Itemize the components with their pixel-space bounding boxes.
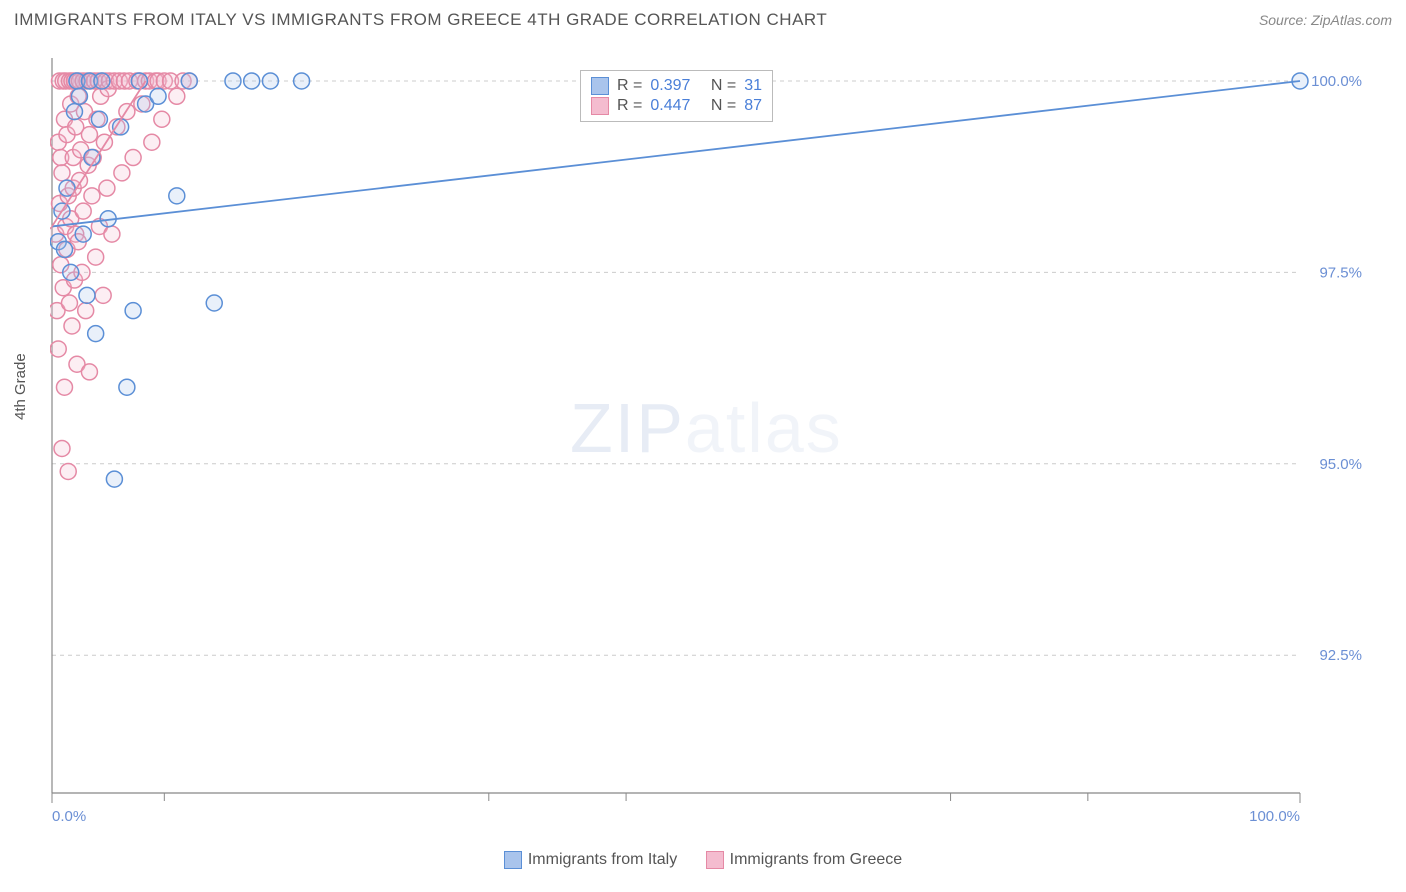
r-label: R =	[617, 97, 642, 115]
svg-text:100.0%: 100.0%	[1311, 73, 1362, 90]
legend-item-greece: Immigrants from Greece	[706, 851, 902, 869]
legend-swatch-greece-icon	[706, 851, 724, 869]
n-value-greece: 87	[744, 97, 762, 115]
legend-swatch-italy	[591, 77, 609, 95]
chart-title: IMMIGRANTS FROM ITALY VS IMMIGRANTS FROM…	[14, 10, 827, 30]
n-label: N =	[711, 77, 736, 95]
title-bar: IMMIGRANTS FROM ITALY VS IMMIGRANTS FROM…	[0, 0, 1406, 36]
scatter-plot: 92.5% 95.0% 97.5% 100.0% 0.0% 100.0%	[50, 48, 1370, 828]
r-value-greece: 0.447	[650, 97, 690, 115]
chart-area: 92.5%95.0%97.5%100.0%0.0%100.0% ZIPatlas…	[50, 48, 1370, 828]
legend-label-greece: Immigrants from Greece	[730, 851, 902, 869]
svg-text:0.0%: 0.0%	[52, 808, 86, 825]
bottom-legend: Immigrants from Italy Immigrants from Gr…	[0, 851, 1406, 874]
stats-row-italy: R = 0.397 N = 31	[591, 77, 762, 95]
y-axis-label: 4th Grade	[12, 353, 29, 420]
r-value-italy: 0.397	[650, 77, 690, 95]
stats-row-greece: R = 0.447 N = 87	[591, 97, 762, 115]
legend-swatch-greece	[591, 97, 609, 115]
r-label: R =	[617, 77, 642, 95]
svg-text:92.5%: 92.5%	[1319, 647, 1362, 664]
source-attribution: Source: ZipAtlas.com	[1259, 12, 1392, 28]
legend-item-italy: Immigrants from Italy	[504, 851, 677, 869]
n-label: N =	[711, 97, 736, 115]
legend-swatch-italy-icon	[504, 851, 522, 869]
svg-text:97.5%: 97.5%	[1319, 264, 1362, 281]
svg-text:95.0%: 95.0%	[1319, 456, 1362, 473]
n-value-italy: 31	[744, 77, 762, 95]
legend-label-italy: Immigrants from Italy	[528, 851, 677, 869]
svg-text:100.0%: 100.0%	[1249, 808, 1300, 825]
stats-box: R = 0.397 N = 31 R = 0.447 N = 87	[580, 70, 773, 122]
